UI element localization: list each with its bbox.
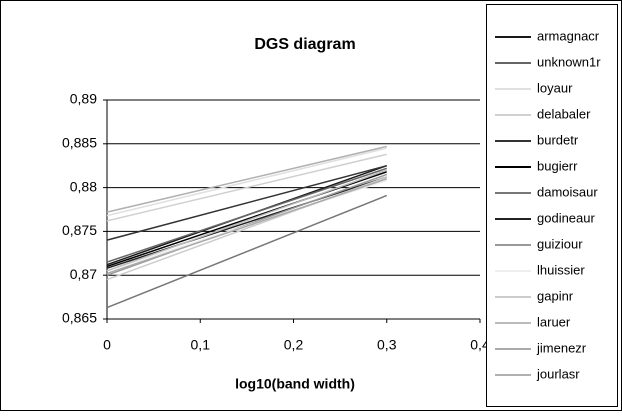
legend-label: laruer xyxy=(537,314,571,329)
series-line xyxy=(106,164,387,241)
series-line xyxy=(106,194,388,309)
x-axis-label: log10(band width) xyxy=(235,376,355,392)
legend-box xyxy=(486,4,618,407)
series-line xyxy=(106,178,387,275)
legend-label: guiziour xyxy=(537,236,583,251)
series-line xyxy=(106,176,387,269)
y-tick-label: 0,87 xyxy=(70,266,97,282)
series-line xyxy=(106,153,387,222)
legend-label: delabaler xyxy=(537,106,591,121)
legend-label: jourlasr xyxy=(536,366,580,381)
legend-label: loyaur xyxy=(537,80,573,95)
legend-label: burdetr xyxy=(537,132,579,147)
x-tick-label: 0,3 xyxy=(377,337,397,353)
legend-label: armagnacr xyxy=(537,28,600,43)
legend-label: godineaur xyxy=(537,210,595,225)
x-tick-label: 0,2 xyxy=(284,337,304,353)
chart-title: DGS diagram xyxy=(254,36,355,53)
x-tick-label: 0,4 xyxy=(470,337,490,353)
legend-label: lhuissier xyxy=(537,262,585,277)
series-line xyxy=(106,167,387,263)
y-tick-label: 0,875 xyxy=(62,222,97,238)
legend-label: jimenezr xyxy=(536,340,587,355)
series-line xyxy=(106,147,387,217)
legend-label: bugierr xyxy=(537,158,578,173)
x-tick-label: 0,1 xyxy=(191,337,211,353)
y-tick-label: 0,89 xyxy=(70,91,97,107)
series-line xyxy=(106,169,388,272)
y-tick-label: 0,885 xyxy=(62,135,97,151)
y-tick-label: 0,88 xyxy=(70,178,97,194)
legend-label: damoisaur xyxy=(537,184,598,199)
series-line xyxy=(106,145,387,213)
legend-label: unknown1r xyxy=(537,54,601,69)
x-tick-label: 0 xyxy=(103,337,111,353)
y-tick-label: 0,865 xyxy=(62,310,97,326)
legend-label: gapinr xyxy=(537,288,574,303)
